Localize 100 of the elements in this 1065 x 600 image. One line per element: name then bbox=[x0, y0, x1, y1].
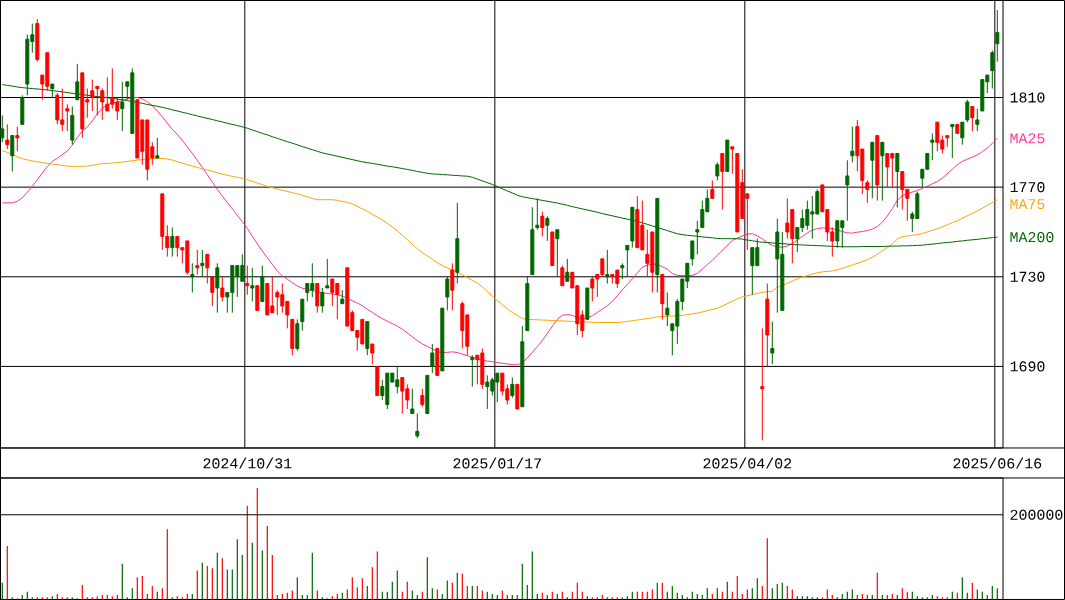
candlestick bbox=[605, 249, 610, 285]
candlestick bbox=[260, 265, 265, 302]
y-tick-label: 1730 bbox=[1010, 271, 1045, 282]
candlestick bbox=[975, 108, 980, 132]
candlestick bbox=[660, 274, 665, 320]
candlestick bbox=[690, 240, 695, 267]
candlestick bbox=[100, 88, 105, 121]
candlestick bbox=[625, 244, 630, 278]
candlestick bbox=[80, 72, 85, 139]
candlestick bbox=[410, 388, 415, 414]
candlestick bbox=[170, 226, 175, 258]
candlestick bbox=[485, 374, 490, 410]
x-tick-label: 2024/10/31 bbox=[203, 457, 292, 469]
candlestick bbox=[520, 325, 525, 408]
candlestick bbox=[970, 105, 975, 132]
candlestick bbox=[510, 377, 515, 399]
candlestick bbox=[845, 159, 850, 222]
candlestick bbox=[730, 146, 735, 175]
series-label: MA200 bbox=[1010, 232, 1054, 243]
candlestick bbox=[850, 126, 855, 163]
candlestick bbox=[370, 343, 375, 365]
candlestick bbox=[445, 276, 450, 311]
y-tick-label: 1690 bbox=[1010, 361, 1045, 372]
series-label: MA75 bbox=[1010, 199, 1045, 210]
candlestick bbox=[515, 383, 520, 410]
candlestick bbox=[0, 114, 5, 143]
candlestick bbox=[530, 206, 535, 276]
candlestick bbox=[155, 137, 160, 159]
candlestick bbox=[590, 276, 595, 302]
candlestick bbox=[65, 103, 70, 132]
candlestick bbox=[885, 153, 890, 188]
candlestick bbox=[760, 327, 765, 441]
candlestick bbox=[190, 262, 195, 293]
candlestick bbox=[665, 291, 670, 327]
candlestick bbox=[210, 276, 215, 307]
candlestick bbox=[715, 162, 720, 181]
candlestick bbox=[325, 258, 330, 289]
candlestick bbox=[990, 49, 995, 90]
candlestick bbox=[35, 18, 40, 63]
candlestick bbox=[400, 377, 405, 414]
candlestick bbox=[865, 179, 870, 204]
candlestick bbox=[245, 265, 250, 296]
candlestick bbox=[255, 285, 260, 311]
candlestick bbox=[635, 195, 640, 249]
candlestick bbox=[585, 287, 590, 320]
candlestick bbox=[540, 211, 545, 237]
candlestick bbox=[420, 388, 425, 408]
candlestick bbox=[440, 307, 445, 372]
candlestick bbox=[470, 354, 475, 388]
candlestick bbox=[455, 202, 460, 285]
candlestick bbox=[425, 374, 430, 414]
candlestick bbox=[735, 153, 740, 233]
candlestick bbox=[250, 267, 255, 302]
candlestick bbox=[765, 283, 770, 367]
candlestick bbox=[70, 105, 75, 146]
candlestick bbox=[720, 153, 725, 211]
candlestick bbox=[565, 258, 570, 282]
candlestick bbox=[10, 135, 15, 172]
candlestick bbox=[375, 365, 380, 397]
candlestick bbox=[770, 321, 775, 365]
text: 200000 bbox=[1010, 509, 1063, 520]
candlestick bbox=[870, 141, 875, 199]
candlestick bbox=[955, 123, 960, 134]
candlestick bbox=[710, 179, 715, 199]
candlestick bbox=[895, 153, 900, 208]
candlestick bbox=[935, 121, 940, 152]
candlestick bbox=[450, 262, 455, 311]
candlestick bbox=[620, 262, 625, 280]
candlestick bbox=[550, 231, 555, 267]
candlestick bbox=[945, 135, 950, 148]
y-tick-label: 1810 bbox=[1010, 92, 1045, 103]
x-tick-label: 2025/06/16 bbox=[953, 457, 1042, 469]
x-tick-label: 2025/01/17 bbox=[453, 457, 541, 469]
candlestick bbox=[215, 262, 220, 314]
candlestick bbox=[205, 253, 210, 285]
candlestick bbox=[200, 249, 205, 278]
candlestick bbox=[880, 141, 885, 202]
series-label: MA25 bbox=[1010, 133, 1045, 144]
candlestick bbox=[930, 132, 935, 161]
candlestick bbox=[315, 283, 320, 314]
candlestick bbox=[320, 287, 325, 314]
candlestick bbox=[290, 318, 295, 356]
candlestick bbox=[195, 249, 200, 276]
candlestick bbox=[365, 321, 370, 356]
candlestick bbox=[435, 347, 440, 376]
candlestick bbox=[555, 229, 560, 278]
candlestick bbox=[725, 139, 730, 172]
candlestick bbox=[415, 412, 420, 439]
candlestick bbox=[5, 123, 10, 150]
candlestick bbox=[560, 265, 565, 287]
candlestick bbox=[340, 289, 345, 305]
candlestick bbox=[525, 276, 530, 332]
candlestick bbox=[90, 79, 95, 112]
candlestick bbox=[545, 215, 550, 242]
candlestick bbox=[220, 276, 225, 302]
candlestick bbox=[20, 94, 25, 125]
candlestick bbox=[345, 267, 350, 327]
candlestick bbox=[960, 121, 965, 146]
candlestick bbox=[295, 318, 300, 352]
candlestick bbox=[15, 126, 20, 152]
